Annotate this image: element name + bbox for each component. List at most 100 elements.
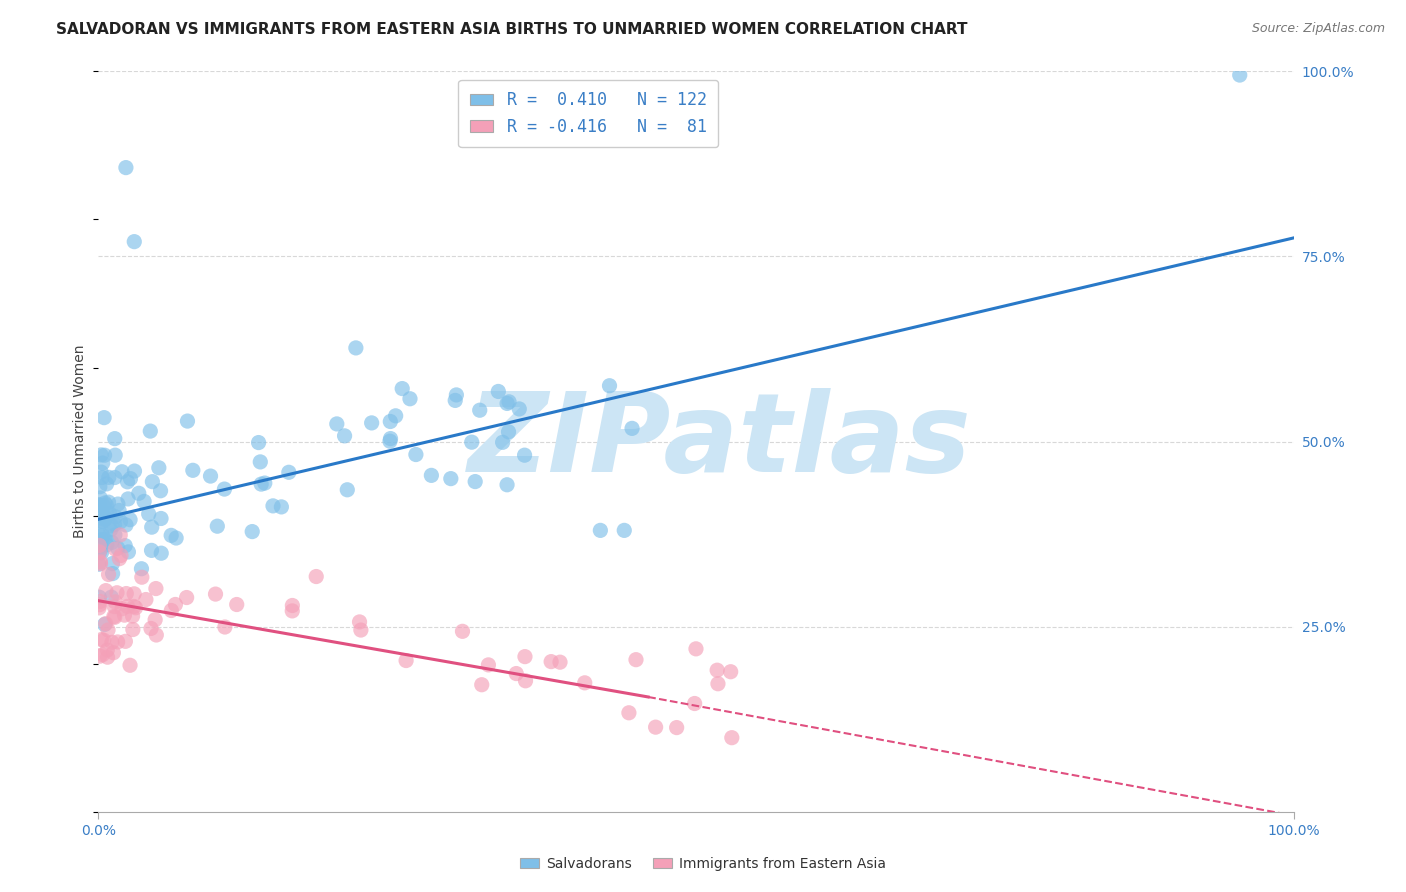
Legend: R =  0.410   N = 122, R = -0.416   N =  81: R = 0.410 N = 122, R = -0.416 N = 81: [458, 79, 718, 147]
Point: [120, 472, 142, 486]
Point: [139, 424, 162, 438]
Point: [505, 666, 527, 681]
Point: [96, 650, 118, 665]
Point: [114, 634, 136, 648]
Point: [124, 235, 146, 249]
Point: [139, 622, 162, 636]
Point: [135, 592, 157, 607]
Point: [249, 455, 271, 469]
Point: [94, 496, 117, 510]
Point: [141, 520, 163, 534]
Point: [391, 382, 413, 396]
Point: [91, 648, 114, 662]
Point: [138, 507, 160, 521]
Point: [105, 586, 128, 600]
Point: [111, 465, 134, 479]
Point: [225, 598, 247, 612]
Point: [131, 562, 153, 576]
Point: [104, 528, 127, 542]
Point: [91, 470, 114, 484]
Point: [104, 610, 127, 624]
Point: [89, 538, 111, 552]
Point: [89, 501, 111, 516]
Point: [540, 655, 562, 669]
Point: [160, 528, 183, 542]
Point: [96, 476, 118, 491]
Point: [97, 567, 120, 582]
Point: [101, 557, 124, 571]
Point: [96, 538, 118, 552]
Point: [440, 472, 463, 486]
Point: [115, 586, 138, 600]
Point: [94, 533, 117, 547]
Point: [721, 731, 744, 745]
Point: [599, 378, 621, 392]
Point: [508, 401, 530, 416]
Point: [89, 545, 111, 559]
Point: [100, 523, 122, 537]
Point: [103, 609, 125, 624]
Point: [94, 616, 117, 631]
Point: [117, 545, 139, 559]
Point: [128, 486, 150, 500]
Point: [94, 510, 117, 524]
Point: [513, 649, 536, 664]
Point: [380, 432, 402, 446]
Point: [89, 555, 111, 569]
Point: [90, 533, 112, 547]
Point: [451, 624, 474, 639]
Point: [111, 601, 134, 615]
Point: [141, 475, 163, 489]
Point: [498, 425, 520, 439]
Point: [165, 598, 187, 612]
Point: [124, 600, 146, 615]
Point: [204, 587, 226, 601]
Point: [491, 435, 513, 450]
Point: [103, 646, 125, 660]
Point: [181, 463, 204, 477]
Point: [94, 583, 117, 598]
Point: [706, 663, 728, 677]
Point: [93, 617, 115, 632]
Point: [624, 653, 647, 667]
Point: [305, 569, 328, 583]
Point: [89, 594, 111, 608]
Point: [108, 503, 131, 517]
Point: [496, 477, 519, 491]
Point: [108, 551, 131, 566]
Point: [574, 676, 596, 690]
Point: [96, 498, 118, 512]
Point: [93, 410, 115, 425]
Point: [97, 495, 120, 509]
Point: [420, 468, 443, 483]
Point: [262, 499, 284, 513]
Point: [91, 514, 114, 528]
Point: [104, 542, 127, 557]
Point: [464, 475, 486, 489]
Point: [214, 620, 236, 634]
Point: [100, 590, 122, 604]
Point: [344, 341, 367, 355]
Point: [117, 599, 139, 614]
Point: [145, 628, 167, 642]
Point: [240, 524, 263, 539]
Point: [93, 633, 115, 648]
Point: [89, 545, 111, 559]
Point: [143, 613, 166, 627]
Point: [141, 543, 163, 558]
Legend: Salvadorans, Immigrants from Eastern Asia: Salvadorans, Immigrants from Eastern Asi…: [515, 851, 891, 876]
Text: SALVADORAN VS IMMIGRANTS FROM EASTERN ASIA BIRTHS TO UNMARRIED WOMEN CORRELATION: SALVADORAN VS IMMIGRANTS FROM EASTERN AS…: [56, 22, 967, 37]
Point: [101, 566, 124, 581]
Point: [326, 417, 349, 431]
Point: [471, 678, 494, 692]
Point: [720, 665, 742, 679]
Point: [399, 392, 422, 406]
Point: [349, 615, 371, 629]
Point: [89, 491, 111, 505]
Point: [100, 518, 122, 533]
Point: [395, 654, 418, 668]
Point: [107, 541, 129, 556]
Point: [91, 456, 114, 470]
Point: [461, 435, 484, 450]
Point: [148, 460, 170, 475]
